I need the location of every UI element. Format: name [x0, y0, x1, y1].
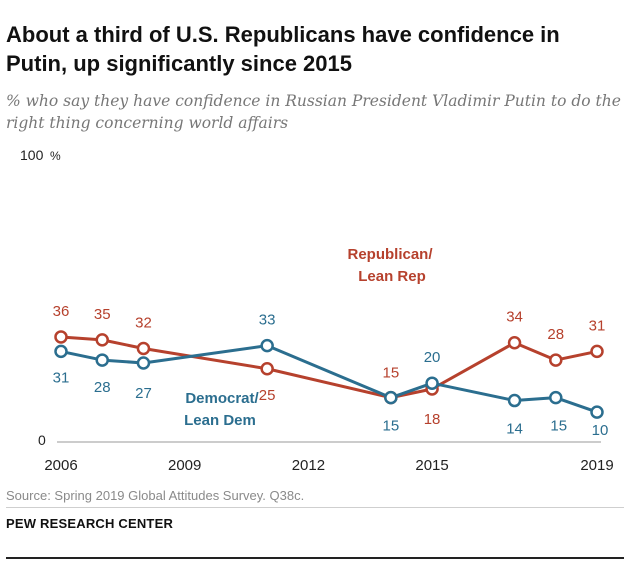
- data-point: [95, 353, 109, 367]
- x-tick-label: 2019: [580, 457, 613, 474]
- series-label-republican: Republican/: [347, 246, 433, 263]
- data-point: [507, 335, 522, 350]
- bottom-divider: [6, 557, 624, 559]
- data-point: [260, 338, 274, 353]
- data-point: [54, 344, 68, 359]
- data-label: 25: [259, 387, 276, 404]
- data-point: [136, 341, 151, 356]
- data-label: 14: [506, 421, 523, 438]
- data-label: 33: [259, 312, 276, 329]
- chart-subtitle: % who say they have confidence in Russia…: [6, 92, 621, 132]
- source-note: Source: Spring 2019 Global Attitudes Sur…: [6, 488, 305, 503]
- data-point: [384, 390, 398, 405]
- data-point: [136, 356, 151, 370]
- data-label: 28: [94, 379, 111, 396]
- data-label: 28: [547, 326, 564, 343]
- data-point: [54, 330, 68, 344]
- series-label-republican: Lean Rep: [358, 268, 426, 285]
- data-label: 31: [53, 369, 70, 386]
- data-label: 18: [424, 411, 441, 428]
- chart-title: About a third of U.S. Republicans have c…: [6, 22, 560, 76]
- data-point: [590, 405, 604, 419]
- data-label: 35: [94, 306, 111, 323]
- series-label-democrat: Lean Dem: [184, 412, 256, 429]
- y-axis-zero-label: 0: [38, 432, 46, 448]
- data-label: 32: [135, 315, 152, 332]
- data-point: [95, 333, 109, 347]
- data-label: 31: [589, 317, 606, 334]
- data-point: [549, 353, 563, 367]
- data-label: 20: [424, 349, 441, 366]
- data-point: [507, 393, 522, 408]
- x-tick-label: 2012: [292, 457, 325, 474]
- y-axis-unit-label: %: [50, 149, 61, 163]
- data-label: 27: [135, 385, 152, 402]
- y-axis-top-label: 100: [20, 147, 44, 163]
- data-point: [260, 362, 274, 376]
- data-label: 10: [592, 422, 609, 439]
- data-point: [590, 344, 604, 359]
- data-point: [425, 376, 439, 390]
- data-label: 34: [506, 309, 523, 326]
- x-tick-label: 2006: [44, 457, 77, 474]
- data-label: 15: [383, 365, 400, 382]
- points-layer: [54, 330, 604, 419]
- organization-name: PEW RESEARCH CENTER: [6, 516, 174, 531]
- data-point: [549, 390, 563, 405]
- series-label-democrat: Democrat/: [185, 390, 259, 407]
- labels-layer: 36 35 32 25 15 18 34 28 31 31 28 27 33 15 20 14 15 10 Repu…: [53, 246, 609, 439]
- x-tick-label: 2009: [168, 457, 201, 474]
- data-label: 36: [53, 303, 70, 320]
- data-label: 15: [550, 418, 567, 435]
- x-tick-label: 2015: [415, 457, 448, 474]
- footer-divider: [6, 507, 624, 508]
- data-label: 15: [383, 418, 400, 435]
